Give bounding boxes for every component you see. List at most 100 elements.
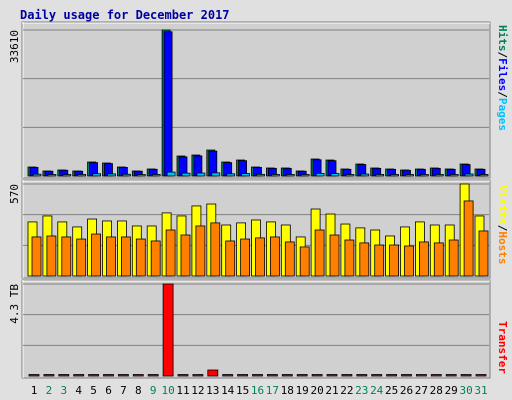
bar	[285, 174, 295, 177]
bar	[460, 374, 472, 377]
bar	[195, 225, 206, 277]
bar	[106, 236, 116, 277]
bar	[181, 172, 191, 177]
x-tick-label: 23	[355, 384, 368, 397]
x-tick-label: 24	[370, 384, 384, 397]
bar	[147, 374, 159, 377]
x-tick-label: 18	[281, 384, 294, 397]
bar	[386, 374, 398, 377]
x-tick-label: 9	[150, 384, 157, 397]
bar	[32, 173, 42, 177]
bar	[404, 245, 414, 277]
x-tick-label: 1	[31, 384, 38, 397]
bar	[329, 234, 340, 277]
bar	[47, 174, 57, 177]
bar	[166, 171, 176, 177]
bar	[300, 174, 310, 177]
legend-entry: Hits	[496, 25, 509, 52]
bar	[445, 374, 457, 377]
bar	[330, 173, 340, 177]
x-tick-label: 30	[459, 384, 472, 397]
bar	[211, 172, 221, 177]
bar	[62, 174, 72, 177]
bar	[356, 374, 368, 377]
x-tick-label: 4	[75, 384, 82, 397]
bar	[163, 31, 173, 177]
bar	[225, 240, 236, 277]
bar	[28, 374, 40, 377]
legend-separator: /	[496, 91, 509, 98]
bar	[449, 174, 459, 177]
bar	[475, 374, 487, 377]
bar	[73, 374, 85, 377]
x-tick-label: 20	[310, 384, 323, 397]
panel	[21, 21, 491, 179]
x-tick-label: 26	[400, 384, 413, 397]
x-tick-label: 22	[340, 384, 353, 397]
bar	[434, 174, 444, 177]
bar	[88, 374, 99, 377]
bar	[256, 173, 265, 177]
bar	[150, 240, 161, 277]
bar	[222, 374, 234, 377]
legend-separator: /	[496, 52, 509, 59]
bar	[77, 174, 87, 177]
bar	[284, 241, 295, 277]
bar	[270, 174, 280, 177]
bar	[237, 374, 249, 377]
bar	[255, 237, 265, 277]
bar	[269, 236, 280, 277]
bar	[389, 244, 400, 277]
legend-separator: /	[496, 225, 509, 232]
bar	[103, 374, 114, 377]
bar	[92, 173, 101, 177]
x-tick-label: 10	[161, 384, 174, 397]
bar	[241, 173, 251, 177]
bar	[430, 374, 442, 377]
bar	[390, 174, 400, 177]
legend-entry: Pages	[496, 98, 509, 131]
bar	[401, 374, 412, 377]
bar	[448, 239, 459, 277]
y-tick-label: 4.3 TB	[8, 284, 21, 324]
x-tick-label: 14	[221, 384, 235, 397]
bar	[136, 174, 146, 177]
x-tick-label: 2	[46, 384, 53, 397]
legend-entry: Transfer	[496, 321, 509, 374]
bar	[58, 374, 70, 377]
bar	[107, 173, 116, 177]
bar	[192, 374, 204, 377]
legend-entry: Visits	[496, 185, 509, 225]
bar	[415, 374, 427, 377]
bar	[91, 233, 101, 277]
bar	[314, 229, 325, 277]
bar	[208, 150, 218, 177]
bar	[252, 374, 263, 377]
bar	[165, 229, 176, 277]
legend: Visits/Hosts	[496, 185, 509, 265]
legend: Hits/Files/Pages	[496, 25, 509, 131]
x-tick-label: 5	[90, 384, 97, 397]
bar	[43, 374, 55, 377]
bar	[61, 236, 72, 277]
bar	[315, 172, 325, 177]
bar	[326, 374, 338, 377]
bar	[341, 374, 353, 377]
x-tick-label: 13	[206, 384, 219, 397]
bar	[207, 369, 219, 377]
bar	[371, 374, 383, 377]
bar	[479, 174, 489, 177]
x-tick-label: 29	[445, 384, 458, 397]
y-tick-label: 33610	[8, 30, 21, 63]
bar	[311, 374, 323, 377]
x-tick-label: 15	[236, 384, 249, 397]
chart-title: Daily usage for December 2017	[20, 8, 230, 22]
bar	[299, 246, 310, 277]
bar	[419, 174, 429, 177]
bar	[122, 173, 131, 177]
bar	[360, 173, 370, 177]
x-tick-label: 3	[60, 384, 67, 397]
bar	[132, 374, 144, 377]
bar	[374, 244, 385, 277]
